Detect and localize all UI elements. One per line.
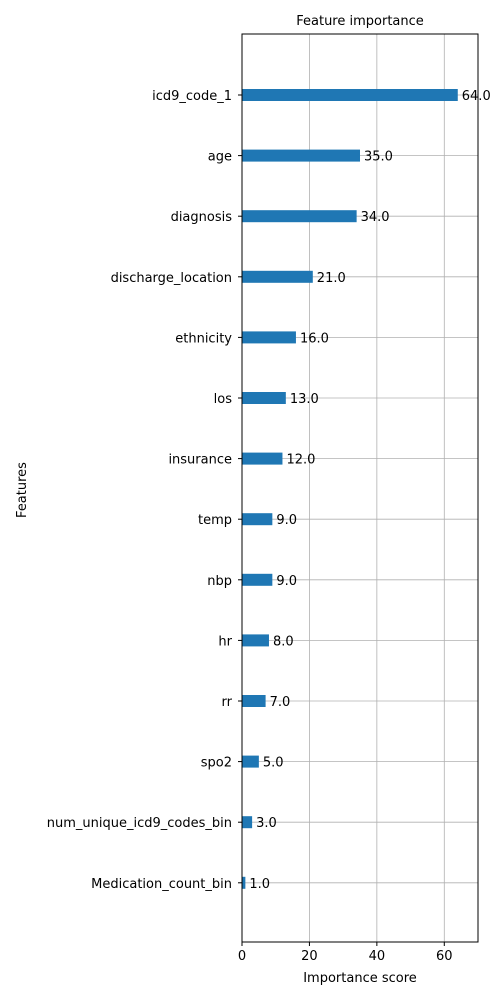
category-label-12: num_unique_icd9_codes_bin: [47, 816, 232, 831]
value-label-13: 1.0: [249, 877, 270, 892]
value-label-10: 7.0: [270, 695, 291, 710]
bar-6: [242, 452, 283, 465]
category-label-9: hr: [218, 634, 232, 649]
bar-2: [242, 210, 357, 223]
category-label-0: icd9_code_1: [152, 89, 232, 104]
category-label-1: age: [208, 150, 232, 165]
bar-0: [242, 89, 458, 101]
value-label-4: 16.0: [300, 331, 329, 346]
bar-13: [242, 876, 246, 889]
category-label-10: rr: [222, 695, 233, 710]
x-axis-label: Importance score: [303, 971, 417, 986]
category-label-7: temp: [198, 513, 232, 528]
category-label-5: los: [214, 392, 233, 407]
value-label-1: 35.0: [364, 150, 393, 165]
value-label-9: 8.0: [273, 634, 294, 649]
x-tick-label-2: 40: [369, 949, 386, 964]
value-label-6: 12.0: [286, 453, 315, 468]
value-label-0: 64.0: [462, 89, 491, 104]
bar-5: [242, 392, 286, 404]
bar-3: [242, 270, 313, 283]
bar-12: [242, 816, 253, 829]
label-layer: 64.0 35.0 34.0 21.0 16.0 13.0 12.0 9.0 9.0 8.0 7.0…: [249, 89, 490, 892]
bar-layer: [242, 89, 458, 889]
category-label-11: spo2: [201, 756, 232, 771]
bar-7: [242, 513, 273, 526]
axes-frame: [241, 33, 479, 943]
category-label-6: insurance: [168, 453, 232, 468]
x-tick-label-1: 20: [301, 949, 318, 964]
category-label-2: diagnosis: [171, 210, 233, 225]
value-label-8: 9.0: [276, 574, 297, 589]
bar-10: [242, 695, 266, 707]
chart-title: Feature importance: [296, 14, 424, 29]
bar-1: [242, 149, 360, 162]
bar-4: [242, 331, 296, 344]
y-axis-label: Features: [15, 462, 30, 518]
bar-9: [242, 634, 269, 647]
category-label-3: discharge_location: [111, 271, 232, 286]
bar-11: [242, 755, 259, 768]
value-label-11: 5.0: [263, 756, 284, 771]
x-tick-label-0: 0: [238, 949, 246, 964]
category-label-8: nbp: [207, 574, 232, 589]
value-label-5: 13.0: [290, 392, 319, 407]
category-label-4: ethnicity: [175, 331, 232, 346]
bar-8: [242, 573, 273, 586]
value-label-7: 9.0: [276, 513, 297, 528]
x-tick-label-3: 60: [436, 949, 453, 964]
value-label-3: 21.0: [317, 271, 346, 286]
category-label-13: Medication_count_bin: [91, 877, 232, 892]
value-label-2: 34.0: [361, 210, 390, 225]
value-label-12: 3.0: [256, 816, 277, 831]
